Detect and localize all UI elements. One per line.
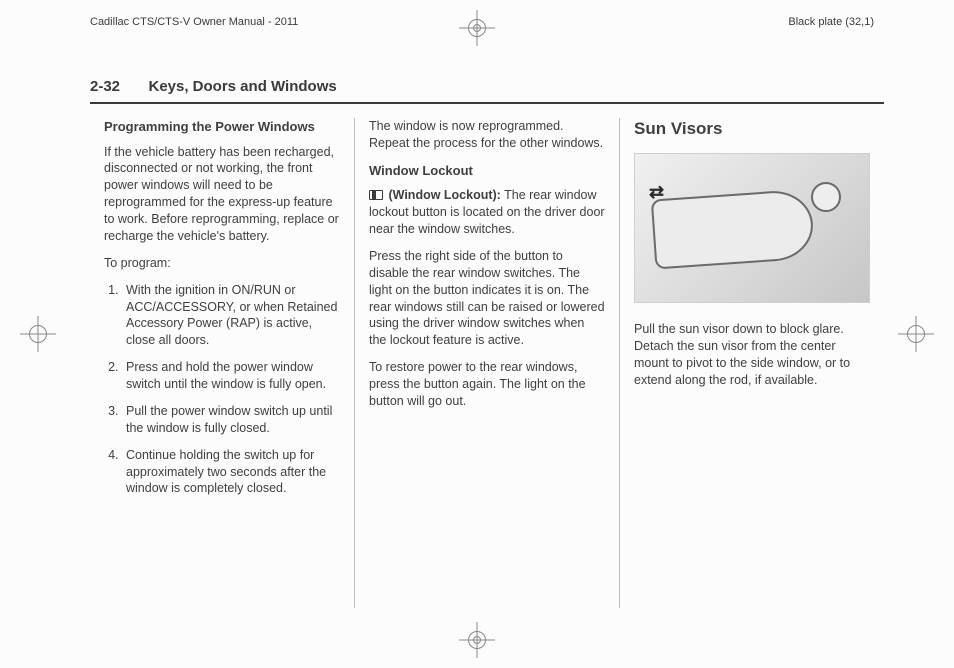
- to-program-label: To program:: [104, 255, 340, 272]
- program-step: Continue holding the switch up for appro…: [122, 447, 340, 498]
- window-lockout-label: (Window Lockout):: [388, 188, 500, 202]
- window-lockout-disable: Press the right side of the button to di…: [369, 248, 605, 349]
- content-columns: Programming the Power Windows If the veh…: [90, 118, 884, 608]
- program-step: With the ignition in ON/RUN or ACC/ACCES…: [122, 282, 340, 350]
- plate-label: Black plate (32,1): [788, 16, 874, 28]
- column-1: Programming the Power Windows If the veh…: [90, 118, 354, 608]
- programming-intro: If the vehicle battery has been recharge…: [104, 144, 340, 245]
- visor-clip: [811, 182, 841, 212]
- registration-mark-left: [24, 320, 52, 348]
- column-3: Sun Visors ⇄ Pull the sun visor down to …: [619, 118, 884, 608]
- section-header: 2-32 Keys, Doors and Windows: [90, 78, 884, 104]
- manual-page: Cadillac CTS/CTS-V Owner Manual - 2011 B…: [0, 0, 954, 668]
- registration-mark-top: [463, 14, 491, 42]
- programming-power-windows-heading: Programming the Power Windows: [104, 118, 340, 136]
- window-lockout-heading: Window Lockout: [369, 162, 605, 180]
- program-step: Pull the power window switch up until th…: [122, 403, 340, 437]
- registration-mark-right: [902, 320, 930, 348]
- sun-visor-illustration: ⇄: [634, 153, 870, 303]
- window-lockout-restore: To restore power to the rear windows, pr…: [369, 359, 605, 410]
- window-lockout-paragraph: (Window Lockout): The rear window lockou…: [369, 187, 605, 238]
- program-steps-list: With the ignition in ON/RUN or ACC/ACCES…: [122, 282, 340, 498]
- reprogrammed-note: The window is now reprogrammed. Repeat t…: [369, 118, 605, 152]
- sun-visors-desc: Pull the sun visor down to block glare. …: [634, 321, 870, 389]
- page-number: 2-32: [90, 78, 120, 95]
- registration-mark-bottom: [463, 626, 491, 654]
- section-title: Keys, Doors and Windows: [148, 78, 336, 95]
- program-step: Press and hold the power window switch u…: [122, 359, 340, 393]
- sun-visors-heading: Sun Visors: [634, 118, 870, 141]
- manual-title: Cadillac CTS/CTS-V Owner Manual - 2011: [90, 16, 298, 28]
- visor-shape: [651, 188, 815, 269]
- window-lockout-icon: [369, 190, 383, 200]
- column-2: The window is now reprogrammed. Repeat t…: [354, 118, 619, 608]
